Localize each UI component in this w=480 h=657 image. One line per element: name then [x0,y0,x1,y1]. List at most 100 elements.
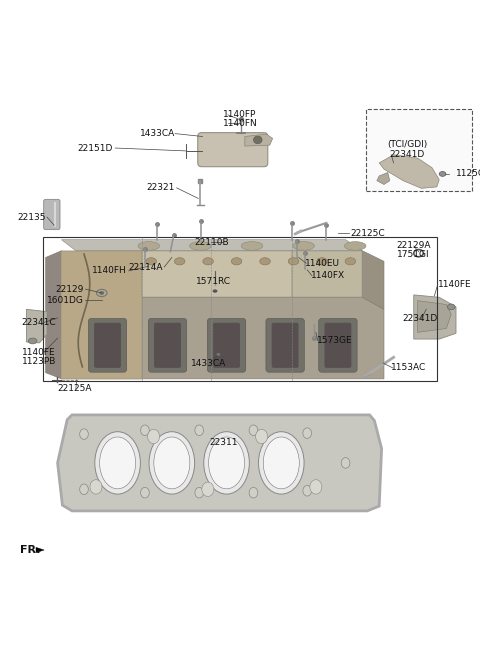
Text: 22151D: 22151D [77,143,113,152]
Ellipse shape [293,242,314,250]
Ellipse shape [208,437,244,489]
Text: 22341C: 22341C [22,318,56,327]
Text: 1140FP: 1140FP [223,110,257,120]
FancyBboxPatch shape [154,323,181,368]
Ellipse shape [90,480,102,494]
Ellipse shape [28,338,37,344]
Polygon shape [36,547,44,553]
Polygon shape [292,251,362,298]
Ellipse shape [249,425,258,436]
Ellipse shape [80,429,88,440]
Ellipse shape [146,258,156,265]
Ellipse shape [303,428,312,438]
Ellipse shape [96,289,107,296]
Ellipse shape [258,432,304,494]
FancyBboxPatch shape [88,319,127,372]
Text: 1140FN: 1140FN [223,118,257,127]
Text: 22110B: 22110B [194,238,228,246]
Ellipse shape [263,437,300,489]
Text: 1601DG: 1601DG [47,296,84,305]
Ellipse shape [231,258,242,265]
Ellipse shape [344,242,366,250]
Ellipse shape [95,432,140,494]
FancyBboxPatch shape [319,319,357,372]
Polygon shape [61,251,142,379]
FancyBboxPatch shape [213,323,240,368]
Text: 22129A: 22129A [396,241,431,250]
Ellipse shape [447,304,455,310]
Ellipse shape [202,482,214,497]
Ellipse shape [439,171,446,176]
Polygon shape [142,251,292,298]
Polygon shape [61,298,384,379]
Text: 1140EU: 1140EU [305,259,340,267]
Polygon shape [245,134,273,146]
Ellipse shape [190,242,211,250]
Ellipse shape [303,486,312,496]
Text: (TCI/GDI): (TCI/GDI) [387,140,427,148]
Ellipse shape [345,258,356,265]
Text: 1751GI: 1751GI [397,250,430,259]
Ellipse shape [80,484,88,495]
Text: 22311: 22311 [209,438,238,447]
Ellipse shape [249,487,258,498]
Text: 1140FX: 1140FX [311,271,345,280]
FancyBboxPatch shape [272,323,299,368]
Text: 1140FE: 1140FE [438,280,471,289]
Polygon shape [377,173,390,185]
Bar [43,237,437,381]
FancyBboxPatch shape [94,323,121,368]
Polygon shape [414,295,456,339]
Ellipse shape [99,291,104,295]
Ellipse shape [204,432,250,494]
Ellipse shape [174,258,185,265]
Ellipse shape [195,425,204,436]
Polygon shape [362,251,384,309]
Ellipse shape [253,136,262,144]
FancyBboxPatch shape [207,319,246,372]
Ellipse shape [203,258,214,265]
Ellipse shape [317,258,327,265]
Text: 1433CA: 1433CA [191,359,227,367]
Text: 1433CA: 1433CA [140,129,175,138]
Text: 1153AC: 1153AC [391,363,426,373]
Polygon shape [379,155,439,189]
Text: 22341D: 22341D [389,150,425,159]
Ellipse shape [213,289,217,293]
Text: 1573GE: 1573GE [317,336,352,345]
Polygon shape [46,251,61,379]
Bar [366,108,472,191]
Ellipse shape [310,480,322,494]
Text: 22125A: 22125A [57,384,92,393]
Ellipse shape [256,429,268,443]
Polygon shape [58,415,382,511]
Ellipse shape [195,487,204,498]
FancyBboxPatch shape [324,323,351,368]
FancyBboxPatch shape [266,319,304,372]
Polygon shape [26,309,47,343]
Text: 1125GF: 1125GF [456,170,480,179]
Polygon shape [418,301,451,332]
Text: 1123PB: 1123PB [22,357,56,366]
Text: 22129: 22129 [56,284,84,294]
Text: 1140FH: 1140FH [93,266,127,275]
Ellipse shape [148,429,159,443]
Ellipse shape [141,487,149,498]
Text: 22114A: 22114A [129,263,163,271]
Text: FR.: FR. [20,545,41,555]
FancyBboxPatch shape [148,319,187,372]
Polygon shape [61,251,362,298]
Ellipse shape [141,425,149,436]
Ellipse shape [100,437,136,489]
Ellipse shape [288,258,299,265]
Ellipse shape [216,353,220,356]
Text: 22125C: 22125C [350,229,385,238]
Text: 1140FE: 1140FE [22,348,55,357]
Ellipse shape [241,242,263,250]
Text: 22341D: 22341D [402,314,438,323]
Ellipse shape [341,458,350,468]
Polygon shape [61,240,362,251]
Ellipse shape [154,437,190,489]
Text: 1571RC: 1571RC [196,277,231,286]
Text: 22321: 22321 [147,183,175,193]
